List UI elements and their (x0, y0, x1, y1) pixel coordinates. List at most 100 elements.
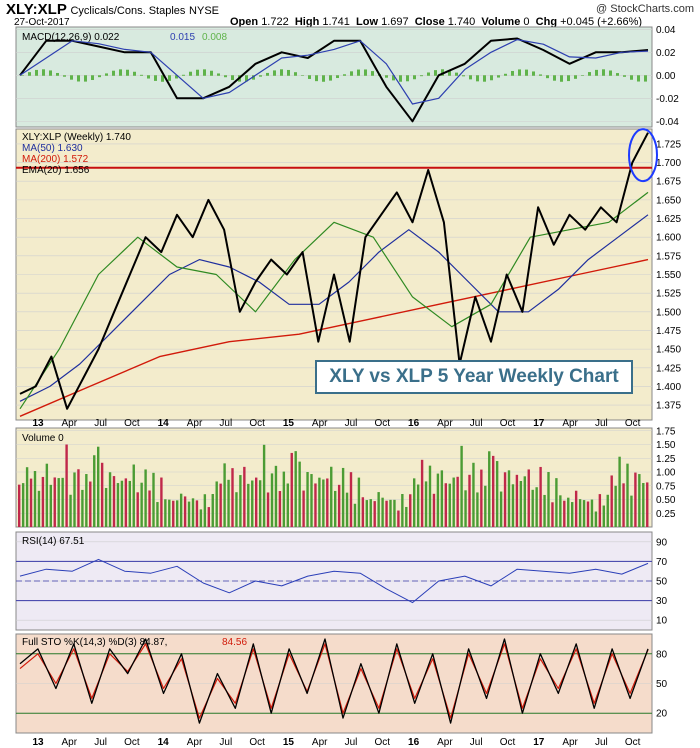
macd-histogram-bar (602, 69, 605, 76)
x-tick-label: Jul (470, 737, 483, 748)
x-tick-label: Jul (345, 418, 358, 429)
macd-histogram-bar (140, 74, 143, 76)
price-tick-label: 1.400 (656, 382, 681, 393)
sto-legend-d: 84.56 (222, 637, 247, 648)
volume-bar (306, 472, 309, 527)
macd-histogram-bar (469, 75, 472, 80)
volume-bar (29, 478, 33, 527)
volume-bar (57, 478, 60, 527)
macd-histogram-bar (245, 75, 248, 82)
macd-histogram-bar (161, 75, 164, 82)
volume-bar (89, 481, 92, 527)
volume-bar (112, 476, 116, 527)
volume-bar (326, 478, 329, 527)
price-tick-label: 1.575 (656, 251, 681, 262)
macd-histogram-bar (77, 75, 80, 82)
volume-value: 0 (523, 16, 530, 28)
rsi-tick-label: 30 (656, 596, 668, 607)
volume-bar (468, 474, 471, 527)
rsi-legend: RSI(14) 67.51 (22, 536, 85, 547)
volume-bar (25, 467, 29, 527)
volume-bar (227, 479, 230, 527)
ma50-line (19, 214, 649, 402)
volume-bar (124, 478, 128, 527)
volume-bar (539, 466, 542, 527)
volume-bar (152, 472, 155, 527)
volume-bar (278, 491, 282, 527)
volume-bar (128, 480, 131, 527)
volume-bar (81, 489, 84, 527)
volume-bar (472, 462, 475, 527)
x-tick-label: Apr (62, 418, 78, 429)
volume-bar (389, 499, 392, 527)
macd-histogram-bar (252, 75, 255, 80)
volume-bar (460, 445, 463, 527)
x-tick-label: Oct (375, 737, 391, 748)
volume-bar (373, 501, 376, 527)
volume-bar (432, 493, 436, 527)
macd-tick-label: 0.02 (656, 48, 676, 59)
quote-summary: Open 1.722 High 1.741 Low 1.697 Close 1.… (230, 16, 642, 28)
sto-tick-label: 80 (656, 649, 668, 660)
symbol: XLY:XLP (6, 1, 67, 18)
x-tick-label: 16 (408, 418, 420, 429)
volume-bar (136, 492, 139, 527)
volume-bar (571, 502, 574, 527)
macd-histogram-bar (462, 75, 465, 77)
volume-bar (622, 483, 625, 527)
volume-bar (33, 471, 37, 527)
volume-bar (409, 494, 412, 527)
volume-bar (515, 474, 519, 527)
sto-tick-label: 20 (656, 709, 668, 720)
macd-histogram-bar (63, 75, 66, 77)
volume-bar (330, 466, 333, 527)
volume-bar (555, 478, 558, 527)
macd-histogram-bar (112, 70, 115, 76)
macd-histogram-bar (553, 75, 556, 81)
volume-bar (646, 482, 649, 527)
price-tick-label: 1.375 (656, 401, 681, 412)
low-label: Low (356, 16, 379, 28)
x-tick-label: Oct (249, 737, 265, 748)
volume-bar (614, 485, 617, 527)
x-tick-label: Oct (124, 737, 140, 748)
macd-histogram-bar (203, 69, 206, 76)
macd-histogram-bar (483, 75, 486, 82)
volume-bar (503, 472, 507, 527)
volume-bar (574, 490, 578, 527)
volume-bar (602, 505, 605, 527)
volume-bar (73, 472, 76, 527)
volume-bar (642, 483, 645, 527)
volume-bar (448, 483, 451, 527)
volume-bar (148, 490, 151, 527)
volume-bar (69, 494, 72, 527)
chart-header-line-1: XLY:XLP Cyclicals/Cons. Staples NYSE (6, 1, 219, 18)
x-tick-label: Oct (500, 737, 516, 748)
price-tick-label: 1.450 (656, 345, 681, 356)
volume-bar (393, 499, 396, 527)
volume-bar (223, 463, 226, 527)
macd-line (19, 37, 649, 123)
x-tick-label: Apr (312, 418, 328, 429)
volume-bar (258, 480, 262, 527)
macd-histogram-bar (329, 75, 332, 81)
volume-bar (116, 483, 120, 527)
sto-k-line (19, 638, 649, 724)
volume-bar (559, 495, 562, 527)
close-label: Close (414, 16, 445, 28)
volume-bar (172, 500, 175, 527)
macd-histogram-bar (574, 75, 577, 79)
volume-bar (203, 494, 207, 527)
x-tick-label: Oct (625, 737, 641, 748)
macd-histogram-bar (399, 75, 402, 82)
volume-tick-label: 1.75 (656, 426, 676, 437)
volume-bar (618, 456, 621, 527)
macd-histogram-bar (490, 75, 493, 81)
x-tick-label: Apr (437, 737, 453, 748)
x-tick-label: 13 (32, 737, 44, 748)
volume-bar (322, 479, 325, 527)
volume-bar (290, 452, 293, 527)
volume-bar (365, 500, 368, 527)
volume-bar (476, 492, 479, 527)
macd-histogram-bar (196, 69, 199, 76)
